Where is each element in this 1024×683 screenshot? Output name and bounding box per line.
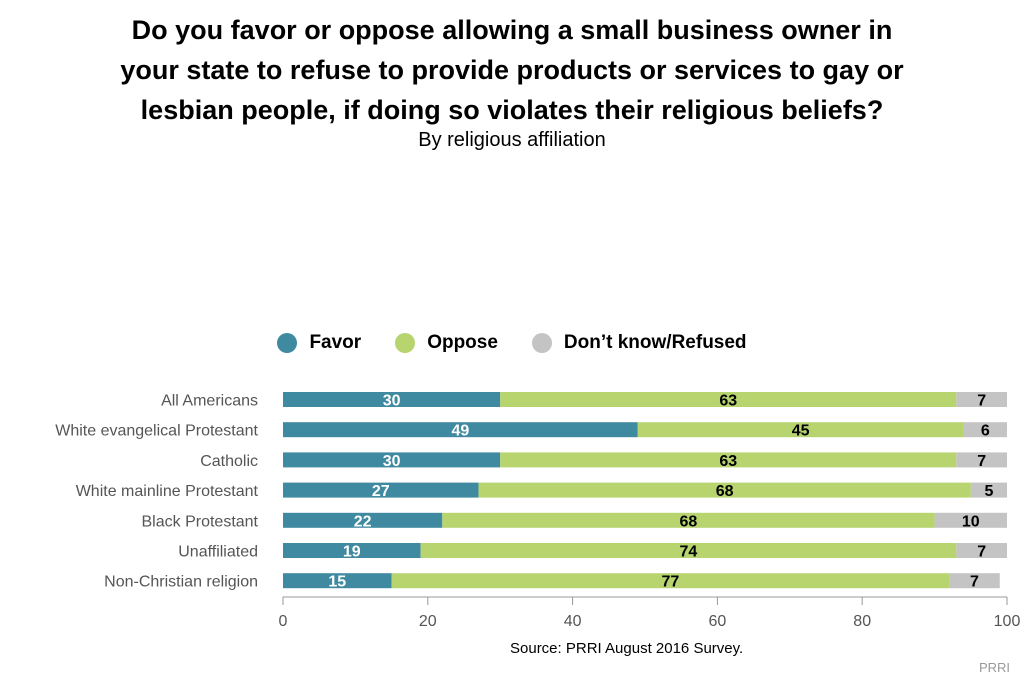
title-line-2: your state to refuse to provide products… — [120, 55, 904, 85]
data-label: 63 — [719, 453, 737, 470]
legend-swatch-favor — [277, 333, 298, 353]
title-line-3: lesbian people, if doing so violates the… — [140, 95, 884, 125]
bar-segment — [956, 543, 1007, 558]
data-label: 30 — [383, 453, 401, 470]
x-tick-label: 0 — [279, 613, 288, 630]
source-note: Source: PRRI August 2016 Survey. — [510, 640, 744, 657]
category-label: Unaffiliated — [178, 544, 258, 561]
legend-swatch-dont-know — [531, 333, 552, 353]
chart-subtitle: By religious affiliation — [418, 129, 606, 151]
x-tick-label: 40 — [564, 613, 582, 630]
bar-segment — [956, 392, 1007, 407]
legend-label-favor: Favor — [309, 332, 362, 353]
bar-segment — [478, 482, 971, 498]
data-label: 49 — [451, 423, 469, 440]
bar-segment — [283, 452, 501, 468]
x-tick-label: 20 — [419, 613, 437, 630]
title-line-1: Do you favor or oppose allowing a small … — [131, 15, 893, 45]
category-label: Black Protestant — [142, 513, 259, 530]
data-label: 7 — [970, 574, 979, 591]
data-label: 10 — [962, 513, 980, 530]
legend: Favor Oppose Don’t know/Refused — [0, 332, 1024, 354]
bar-segment — [420, 543, 957, 558]
legend-item-oppose: Oppose — [395, 332, 498, 354]
data-label: 68 — [716, 483, 734, 500]
legend-item-favor: Favor — [277, 332, 361, 354]
category-label: White evangelical Protestant — [55, 423, 258, 440]
category-label: Catholic — [200, 453, 258, 470]
data-label: 27 — [372, 483, 390, 500]
bar-segment — [283, 573, 392, 589]
bar-segment — [283, 392, 501, 407]
data-label: 7 — [977, 453, 986, 470]
data-label: 6 — [981, 423, 990, 440]
brand-label: PRRI — [978, 660, 1010, 675]
data-label: 7 — [977, 544, 986, 561]
x-tick-label: 80 — [853, 613, 871, 630]
legend-label-oppose: Oppose — [427, 332, 498, 353]
x-tick-label: 100 — [994, 613, 1021, 630]
data-label: 19 — [343, 544, 361, 561]
bar-segment — [956, 452, 1007, 468]
category-label: White mainline Protestant — [76, 483, 259, 500]
data-label: 22 — [354, 513, 372, 530]
legend-item-dont-know: Don’t know/Refused — [531, 332, 747, 354]
legend-label-dont-know: Don’t know/Refused — [563, 332, 747, 353]
data-label: 15 — [328, 574, 346, 591]
chart-title: Do you favor or oppose allowing a small … — [0, 10, 1024, 130]
bar-segment — [391, 573, 950, 589]
legend-swatch-oppose — [395, 333, 416, 353]
data-label: 5 — [984, 483, 993, 500]
data-label: 30 — [383, 393, 401, 410]
bar-segment — [442, 512, 935, 528]
bar-segment — [283, 482, 479, 498]
data-label: 68 — [680, 513, 698, 530]
bar-segment — [934, 512, 1007, 528]
data-label: 63 — [719, 393, 737, 410]
data-label: 45 — [792, 423, 810, 440]
bar-segment — [500, 452, 957, 468]
category-label: Non-Christian religion — [104, 574, 258, 591]
bar-segment — [963, 422, 1007, 438]
x-tick-label: 60 — [709, 613, 727, 630]
bar-segment — [500, 392, 957, 407]
bar-segment — [970, 482, 1007, 498]
data-label: 77 — [661, 574, 679, 591]
data-label: 7 — [977, 393, 986, 410]
category-label: All Americans — [161, 393, 258, 410]
bar-segment — [283, 512, 443, 528]
bar-segment — [283, 422, 638, 438]
bar-segment — [637, 422, 964, 438]
data-label: 74 — [680, 544, 698, 561]
bar-segment — [949, 573, 1000, 589]
bar-segment — [283, 543, 421, 558]
